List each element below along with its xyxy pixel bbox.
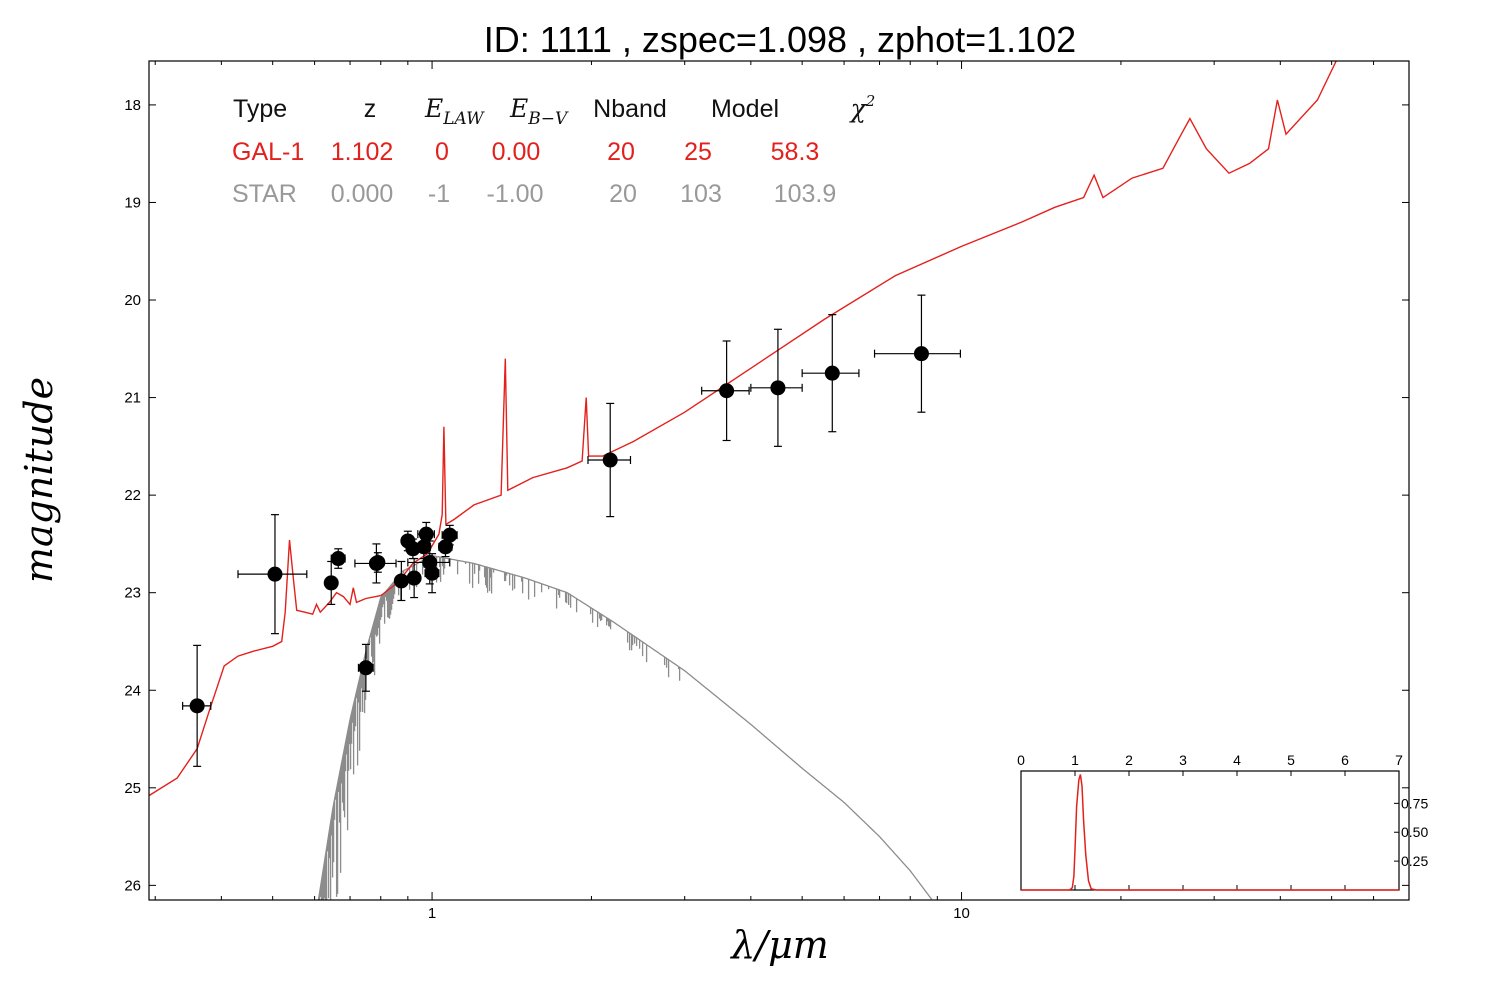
table-cell-galaxy: 1.102	[331, 138, 394, 166]
data-marker	[770, 380, 786, 396]
data-marker	[418, 526, 434, 542]
header-subscript: B−V	[527, 109, 569, 129]
inset-x-tick-label: 0	[1017, 752, 1025, 768]
data-marker	[719, 383, 735, 399]
header-superscript: 2	[865, 92, 876, 110]
y-tick-label: 18	[124, 97, 141, 114]
x-axis-label: λ/μm	[729, 923, 829, 967]
header-subscript: LAW	[442, 109, 485, 129]
galaxy-model-curve	[149, 61, 1337, 797]
header-symbol: E	[509, 94, 528, 123]
star-model-layer	[317, 554, 933, 900]
table-header: χ2	[849, 92, 876, 123]
data-marker	[330, 551, 346, 567]
table-cell-star: -1.00	[487, 180, 544, 208]
table-cell-galaxy: 0.00	[492, 138, 541, 166]
photometry-point	[424, 553, 440, 594]
y-axis-label: magnitude	[17, 377, 61, 583]
table-header: z	[364, 95, 377, 123]
photometry-point	[370, 552, 386, 573]
photometry-point	[330, 548, 346, 569]
galaxy-model-layer	[149, 61, 1337, 797]
inset-x-tick-label: 7	[1395, 752, 1403, 768]
table-header: EB−V	[509, 94, 569, 129]
photometry-point	[182, 644, 212, 767]
y-tick-label: 22	[124, 487, 141, 504]
data-marker	[393, 573, 409, 589]
table-header: Nband	[593, 95, 667, 123]
table-cell-galaxy: 20	[607, 138, 635, 166]
data-marker	[358, 660, 374, 676]
table-cell-galaxy: 58.3	[771, 138, 820, 166]
photometry-point	[701, 340, 750, 442]
inset-y-tick-label: 0.25	[1401, 853, 1428, 869]
table-cell-star: -1	[428, 180, 450, 208]
table-cell-star: 103	[680, 180, 722, 208]
star-model-curve	[317, 554, 933, 900]
inset-x-tick-label: 3	[1179, 752, 1187, 768]
y-tick-label: 24	[124, 682, 141, 699]
table-header: ELAW	[424, 94, 485, 129]
photometry-point	[237, 514, 308, 635]
table-cell-galaxy: GAL-1	[232, 138, 304, 166]
inset-x-tick-label: 2	[1125, 752, 1133, 768]
photometry-point	[873, 294, 961, 413]
data-marker	[189, 698, 205, 714]
inset-y-tick-label: 0.50	[1401, 824, 1428, 840]
x-tick-label: 10	[953, 905, 970, 922]
pdz-inset: 0 1 2 3 4 5 6 7 0.25 0.50 0.75	[1017, 752, 1428, 891]
photometry-point	[393, 560, 409, 602]
inset-x-tick-label: 4	[1233, 752, 1241, 768]
x-tick-label: 1	[428, 905, 436, 922]
table-cell-star: 0.000	[331, 180, 394, 208]
y-tick-label: 25	[124, 780, 141, 797]
chart-title: ID: 1111 , zspec=1.098 , zphot=1.102	[484, 19, 1076, 60]
inset-x-tick-label: 6	[1341, 752, 1349, 768]
data-marker	[442, 527, 458, 543]
data-marker	[416, 539, 432, 555]
data-marker	[406, 570, 422, 586]
y-tick-label: 20	[124, 292, 141, 309]
pdz-curve	[1021, 774, 1399, 891]
table-cell-galaxy: 25	[684, 138, 712, 166]
photometry-layer	[182, 294, 961, 767]
inset-x-tick-label: 5	[1287, 752, 1295, 768]
table-cell-star: 20	[609, 180, 637, 208]
photometry-point	[406, 557, 422, 599]
photometry-point	[441, 524, 458, 546]
y-tick-label: 23	[124, 585, 141, 602]
y-tick-label: 21	[124, 390, 141, 407]
header-symbol: E	[424, 94, 443, 123]
data-marker	[602, 452, 618, 468]
data-marker	[323, 575, 339, 591]
photometry-point	[801, 314, 860, 433]
table-cell-star: 103.9	[774, 180, 837, 208]
table-header: Model	[711, 95, 779, 123]
photometry-point	[587, 402, 632, 518]
table-header: Type	[233, 95, 287, 123]
header-symbol: χ	[849, 94, 868, 123]
photometry-point	[750, 328, 803, 447]
data-marker	[824, 365, 840, 381]
inset-x-tick-label: 1	[1071, 752, 1079, 768]
table-cell-galaxy: 0	[435, 138, 449, 166]
photometry-point	[357, 643, 374, 692]
data-marker	[424, 565, 440, 581]
y-tick-label: 19	[124, 194, 141, 211]
data-marker	[267, 566, 283, 582]
inset-y-tick-label: 0.75	[1401, 795, 1428, 811]
photometry-point	[417, 521, 435, 547]
plot-frame	[148, 60, 1410, 901]
y-tick-label: 26	[124, 877, 141, 894]
data-marker	[370, 554, 386, 570]
data-marker	[913, 346, 929, 362]
table-cell-star: STAR	[232, 180, 297, 208]
